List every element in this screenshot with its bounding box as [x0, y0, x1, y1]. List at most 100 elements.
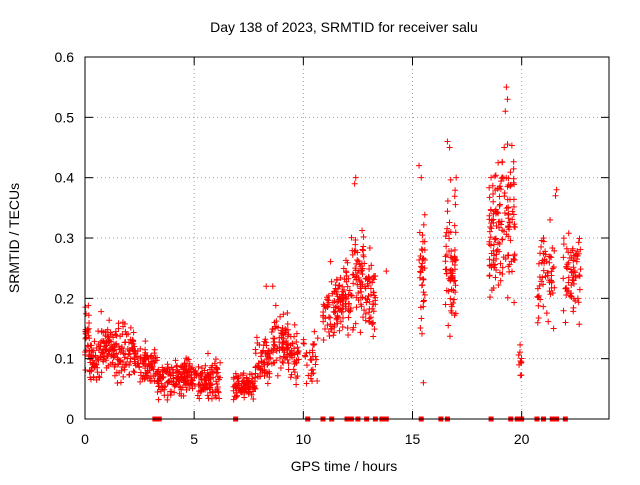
data-point [494, 246, 501, 253]
data-point [445, 288, 452, 295]
data-point [100, 329, 107, 336]
data-point [103, 364, 110, 371]
data-point [91, 359, 98, 366]
data-point [339, 298, 346, 305]
data-point [111, 363, 118, 370]
data-point [510, 165, 517, 172]
data-point [348, 234, 355, 241]
data-point [309, 366, 316, 373]
data-point [446, 219, 453, 226]
data-point [512, 224, 519, 231]
data-point [355, 267, 362, 274]
data-point [152, 354, 159, 361]
data-point [491, 173, 498, 180]
data-point [366, 278, 373, 285]
data-point [444, 138, 451, 145]
data-point [336, 282, 343, 289]
data-point [89, 364, 96, 371]
data-point [110, 341, 117, 348]
data-point [542, 273, 549, 280]
data-point [328, 323, 335, 330]
data-point [352, 320, 359, 327]
data-point [420, 289, 427, 296]
data-point [245, 390, 252, 397]
data-point [284, 309, 291, 316]
data-point [172, 357, 179, 364]
data-point [257, 353, 264, 360]
data-point [196, 372, 203, 379]
data-point [453, 174, 460, 181]
data-point [137, 345, 144, 352]
data-point [269, 326, 276, 333]
data-point [518, 360, 525, 367]
data-point [352, 241, 359, 248]
data-point [499, 227, 506, 234]
data-point [230, 387, 237, 394]
data-point [216, 395, 223, 402]
data-point [510, 175, 517, 182]
data-point [167, 372, 174, 379]
data-point [446, 235, 453, 242]
data-point [358, 303, 365, 310]
data-point [564, 261, 571, 268]
data-point [236, 387, 243, 394]
data-point [419, 282, 426, 289]
data-point [273, 323, 280, 330]
data-point [307, 356, 314, 363]
data-point [488, 225, 495, 232]
data-point [303, 349, 310, 356]
data-point [129, 336, 136, 343]
data-point [204, 350, 211, 357]
data-point [312, 361, 319, 368]
data-point [418, 174, 425, 181]
data-point [322, 325, 329, 332]
data-point [569, 277, 576, 284]
data-point [548, 254, 555, 261]
data-point [269, 283, 276, 290]
data-point [353, 294, 360, 301]
data-point [113, 332, 120, 339]
data-point [314, 335, 321, 342]
data-point [272, 302, 279, 309]
data-point [285, 360, 292, 367]
data-point [565, 279, 572, 286]
data-point [188, 376, 195, 383]
data-point [137, 372, 144, 379]
data-point [293, 330, 300, 337]
data-point [112, 328, 119, 335]
data-point [344, 325, 351, 332]
data-point [507, 181, 514, 188]
data-point [420, 298, 427, 305]
data-point [87, 353, 94, 360]
y-tick-label: 0.5 [55, 109, 75, 125]
data-point [495, 281, 502, 288]
data-point [367, 314, 374, 321]
data-point [194, 392, 201, 399]
data-point [331, 322, 338, 329]
data-point [493, 255, 500, 262]
data-point [100, 350, 107, 357]
data-point [154, 368, 161, 375]
data-point [365, 273, 372, 280]
data-point [497, 260, 504, 267]
data-point [311, 328, 318, 335]
data-point [214, 369, 221, 376]
data-point [368, 320, 375, 327]
data-point [155, 396, 162, 403]
y-tick-label: 0.6 [55, 49, 75, 65]
data-point [95, 328, 102, 335]
data-point [486, 184, 493, 191]
data-point [511, 299, 518, 306]
data-point [110, 347, 117, 354]
data-point [184, 356, 191, 363]
data-point [546, 288, 553, 295]
data-point [127, 358, 134, 365]
data-point [147, 353, 154, 360]
data-point [320, 309, 327, 316]
data-point [417, 325, 424, 332]
data-point [347, 291, 354, 298]
data-point [339, 308, 346, 315]
data-point [202, 380, 209, 387]
data-point [183, 386, 190, 393]
data-point [243, 374, 250, 381]
